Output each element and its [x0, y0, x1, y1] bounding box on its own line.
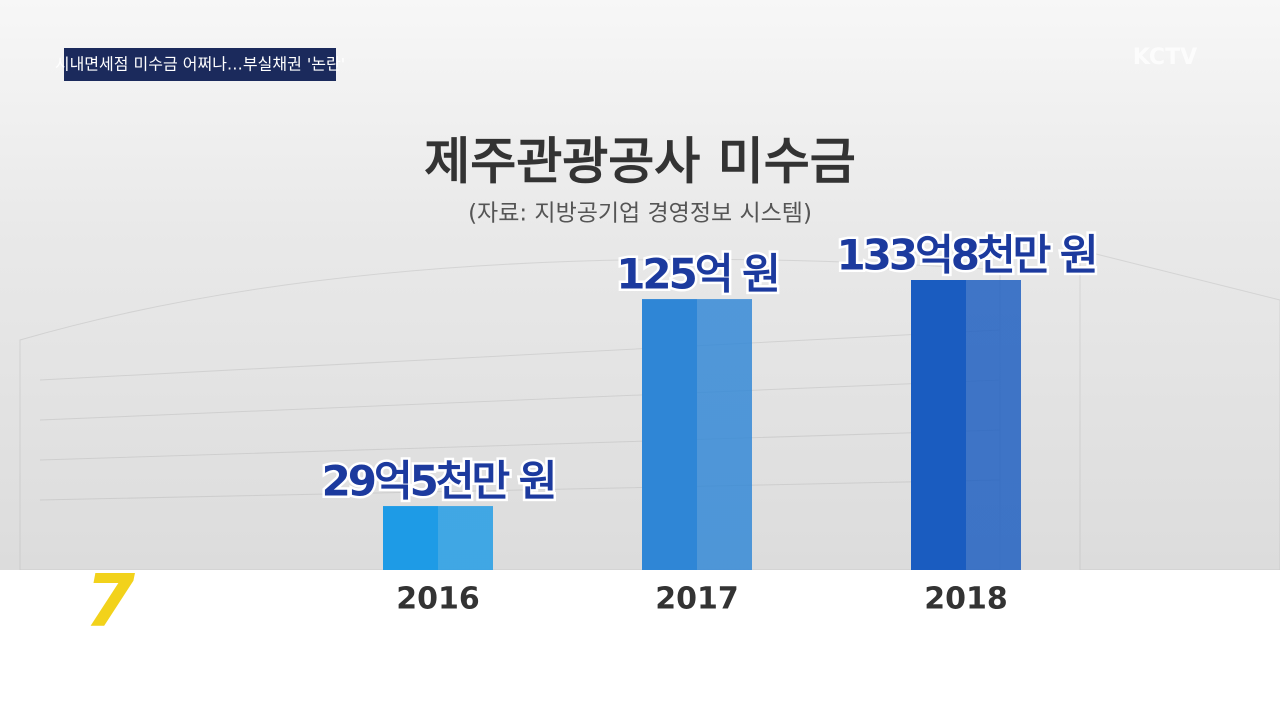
value-label: 133억8천만 원: [836, 231, 1095, 280]
program-logo: 7: [85, 559, 135, 643]
building-backdrop: [19, 249, 1280, 571]
value-label: 125억 원: [616, 250, 778, 299]
banner-text: 시내면세점 미수금 어쩌나…부실채권 '논란': [55, 55, 345, 74]
x-tick-label: 2018: [924, 582, 1008, 617]
x-tick-label: 2017: [655, 582, 739, 617]
background: [0, 0, 1280, 570]
chart-subtitle: (자료: 지방공기업 경영정보 시스템): [468, 201, 812, 227]
channel-logo: KCTV: [1133, 45, 1197, 70]
chart-title: 제주관광공사 미수금: [424, 133, 855, 191]
bar: [383, 506, 493, 570]
bar: [642, 299, 752, 570]
value-label: 29억5천만 원: [322, 457, 555, 506]
bar: [911, 280, 1021, 570]
x-tick-label: 2016: [396, 582, 480, 617]
floor-band: [0, 570, 1280, 720]
banner-box: [64, 48, 336, 81]
